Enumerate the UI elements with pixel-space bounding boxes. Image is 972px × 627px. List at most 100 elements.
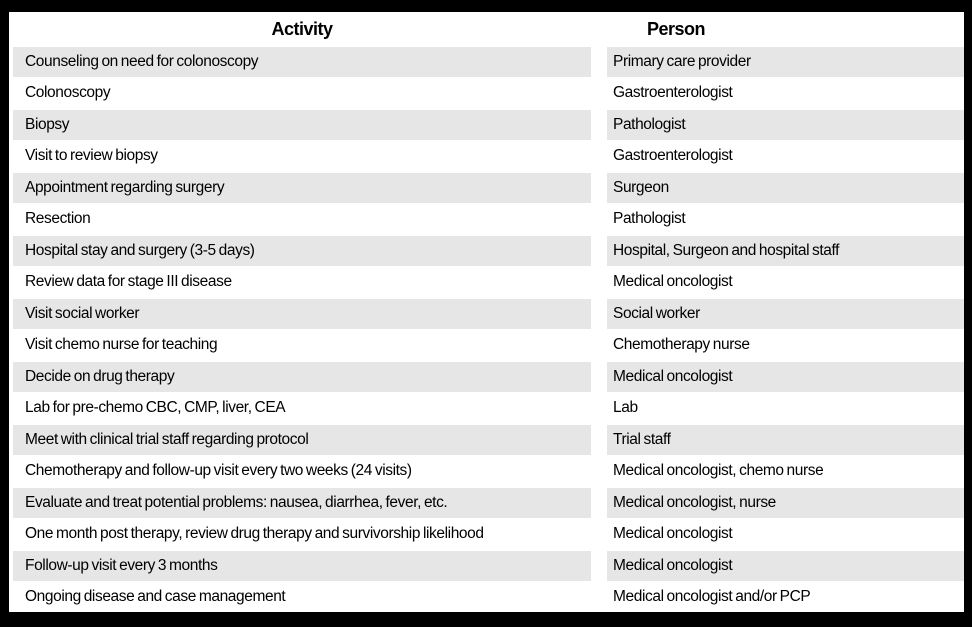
table-row: Evaluate and treat potential problems: n… [13,488,964,520]
person-cell: Medical oncologist, nurse [607,488,964,518]
activity-cell: Evaluate and treat potential problems: n… [13,488,591,518]
table-row: Review data for stage III disease Medical… [13,267,964,299]
column-gutter [591,330,607,360]
activity-cell: Follow-up visit every 3 months [13,551,591,581]
table-body: Counseling on need for colonoscopy Primar… [13,47,964,612]
activity-text: Follow-up visit every 3 months [25,556,218,574]
activity-cell: Visit chemo nurse for teaching [13,331,591,361]
activity-text: Colonoscopy [25,84,111,102]
column-gutter [591,267,607,297]
person-cell: Medical oncologist [607,268,964,298]
column-gutter [591,393,607,423]
table-row: One month post therapy, review drug ther… [13,519,964,551]
person-text: Surgeon [613,178,669,196]
person-text: Trial staff [613,430,671,448]
person-text: Medical oncologist, nurse [613,493,776,511]
activity-text: Counseling on need for colonoscopy [25,52,259,70]
activity-cell: Ongoing disease and case management [13,583,591,613]
column-gutter [591,488,607,518]
activity-text: Decide on drug therapy [25,367,175,385]
activity-cell: Hospital stay and surgery (3-5 days) [13,236,591,266]
table-row: Decide on drug therapy Medical oncologist [13,362,964,394]
person-cell: Lab [607,394,964,424]
table-row: Hospital stay and surgery (3-5 days) Hosp… [13,236,964,268]
activity-cell: Colonoscopy [13,79,591,109]
column-gutter [591,78,607,108]
table-row: Lab for pre-chemo CBC, CMP, liver, CEA La… [13,393,964,425]
column-gutter [591,551,607,581]
table-row: Visit to review biopsy Gastroenterologist [13,141,964,173]
person-text: Pathologist [613,115,686,133]
activity-cell: Visit to review biopsy [13,142,591,172]
column-gutter [591,582,607,612]
activity-text: Resection [25,210,91,228]
person-cell: Social worker [607,299,964,329]
column-gutter [591,141,607,171]
table-row: Resection Pathologist [13,204,964,236]
person-text: Gastroenterologist [613,147,733,165]
activity-cell: One month post therapy, review drug ther… [13,520,591,550]
person-text: Pathologist [613,210,686,228]
column-gutter [591,173,607,203]
column-header-activity: Activity [13,19,591,40]
activity-text: Review data for stage III disease [25,273,232,291]
activity-cell: Resection [13,205,591,235]
person-cell: Medical oncologist [607,551,964,581]
activity-text: Meet with clinical trial staff regarding… [25,430,309,448]
person-cell: Gastroenterologist [607,142,964,172]
person-cell: Medical oncologist [607,520,964,550]
column-gutter [591,47,607,77]
person-text: Medical oncologist and/or PCP [613,588,811,606]
column-gutter [591,204,607,234]
activity-text: Lab for pre-chemo CBC, CMP, liver, CEA [25,399,286,417]
activity-text: Visit to review biopsy [25,147,158,165]
person-text: Lab [613,399,638,417]
column-gutter [591,236,607,266]
person-cell: Medical oncologist, chemo nurse [607,457,964,487]
person-text: Medical oncologist, chemo nurse [613,462,824,480]
person-text: Medical oncologist [613,273,733,291]
table-row: Meet with clinical trial staff regarding… [13,425,964,457]
table-row: Visit social worker Social worker [13,299,964,331]
table-content-area: Activity Person Counseling on need for c… [9,12,964,612]
person-header-label: Person [647,19,706,39]
table-row: Counseling on need for colonoscopy Primar… [13,47,964,79]
activity-cell: Biopsy [13,110,591,140]
activity-cell: Chemotherapy and follow-up visit every t… [13,457,591,487]
person-text: Primary care provider [613,52,751,70]
activity-text: Visit social worker [25,304,140,322]
person-cell: Gastroenterologist [607,79,964,109]
person-text: Medical oncologist [613,556,733,574]
column-gutter [591,362,607,392]
column-header-person: Person [607,19,964,40]
table-row: Visit chemo nurse for teaching Chemothera… [13,330,964,362]
activity-text: Chemotherapy and follow-up visit every t… [25,462,412,480]
activity-text: Appointment regarding surgery [25,178,225,196]
table-row: Appointment regarding surgery Surgeon [13,173,964,205]
person-text: Medical oncologist [613,525,733,543]
person-cell: Chemotherapy nurse [607,331,964,361]
activity-text: Visit chemo nurse for teaching [25,336,218,354]
person-text: Social worker [613,304,700,322]
activity-cell: Meet with clinical trial staff regarding… [13,425,591,455]
activity-text: Hospital stay and surgery (3-5 days) [25,241,255,259]
column-gutter [591,425,607,455]
column-gutter [591,110,607,140]
activity-header-label: Activity [271,19,333,39]
person-cell: Hospital, Surgeon and hospital staff [607,236,964,266]
person-text: Hospital, Surgeon and hospital staff [613,241,840,259]
person-text: Medical oncologist [613,367,733,385]
person-text: Gastroenterologist [613,84,733,102]
table-row: Biopsy Pathologist [13,110,964,142]
activity-text: Evaluate and treat potential problems: n… [25,493,448,511]
column-gutter [591,456,607,486]
activity-cell: Lab for pre-chemo CBC, CMP, liver, CEA [13,394,591,424]
person-cell: Primary care provider [607,47,964,77]
person-text: Chemotherapy nurse [613,336,750,354]
table-header-row: Activity Person [13,12,964,47]
person-cell: Trial staff [607,425,964,455]
table-row: Follow-up visit every 3 months Medical on… [13,551,964,583]
person-cell: Pathologist [607,205,964,235]
activity-text: Ongoing disease and case management [25,588,286,606]
